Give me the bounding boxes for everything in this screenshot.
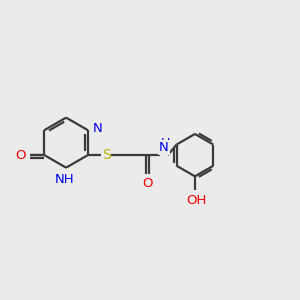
Text: OH: OH <box>186 194 207 207</box>
Text: NH: NH <box>55 173 74 186</box>
Text: O: O <box>15 149 26 162</box>
Text: N: N <box>93 122 103 135</box>
Text: S: S <box>102 148 110 162</box>
Text: H: H <box>161 137 170 150</box>
Text: O: O <box>142 177 153 190</box>
Text: N: N <box>159 141 169 154</box>
